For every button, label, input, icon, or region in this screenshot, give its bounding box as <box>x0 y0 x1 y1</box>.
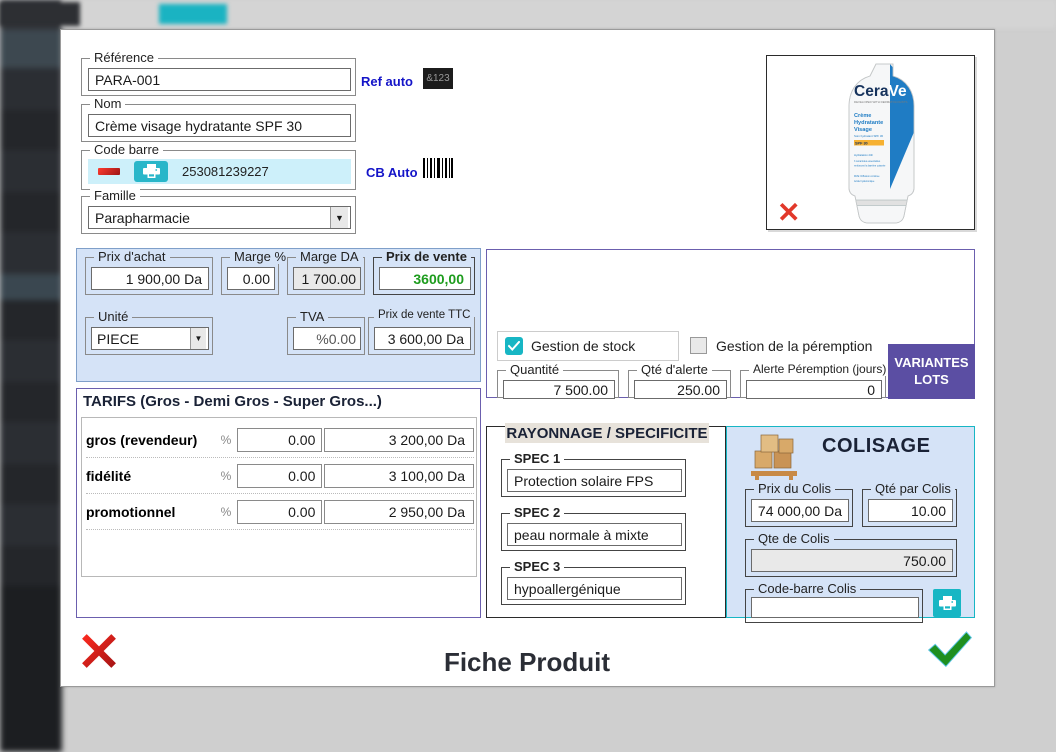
svg-text:SPF 30: SPF 30 <box>855 142 868 146</box>
svg-text:Acide hyaluronique: Acide hyaluronique <box>854 180 875 183</box>
svg-text:DEVELOPED WITH DERMATOLOGISTS: DEVELOPED WITH DERMATOLOGISTS <box>854 100 907 104</box>
svg-text:Crème: Crème <box>854 113 871 119</box>
svg-text:Hydratante: Hydratante <box>854 120 883 126</box>
svg-text:Visage: Visage <box>854 127 872 133</box>
svg-text:renforcent la barrière cutanée: renforcent la barrière cutanée <box>854 165 886 168</box>
svg-text:Soin hydratant SPF 30: Soin hydratant SPF 30 <box>854 134 883 138</box>
svg-text:3 céramides essentielles: 3 céramides essentielles <box>854 160 881 163</box>
svg-text:Hydratation 24h: Hydratation 24h <box>854 153 873 157</box>
svg-text:MVE: Diffusion continue: MVE: Diffusion continue <box>854 175 880 178</box>
svg-text:CeraVe: CeraVe <box>854 83 907 100</box>
